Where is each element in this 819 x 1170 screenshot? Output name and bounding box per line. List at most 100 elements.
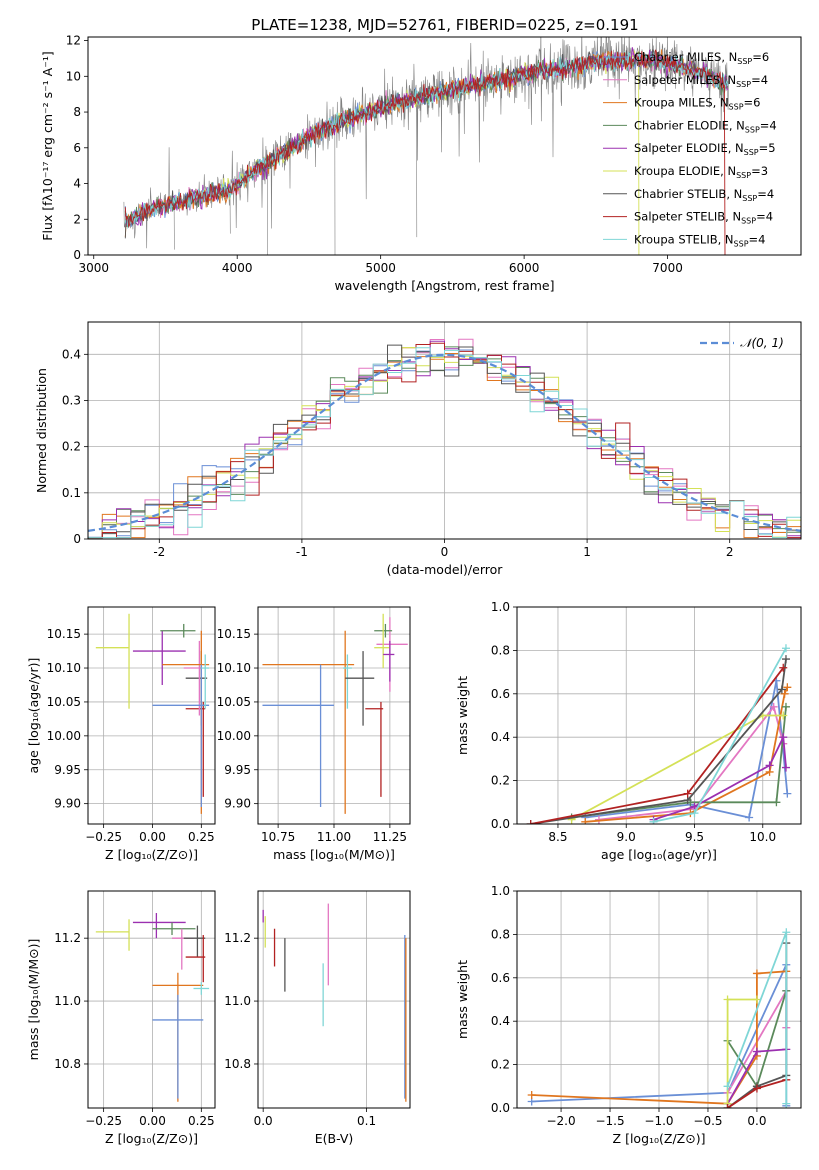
- legend-label: Chabrier STELIB, N: [634, 187, 742, 201]
- weight-marker-kroupa_stelib: [690, 809, 699, 818]
- weight-marker-kroupa_miles: [783, 683, 792, 692]
- legend-label: Chabrier MILES, N: [634, 50, 737, 64]
- x-tick-label: 9.0: [617, 830, 636, 844]
- weight-marker-kroupa_elodie: [723, 995, 732, 1004]
- x-tick-label: 5000: [365, 261, 396, 275]
- x-tick-label: 10.0: [749, 830, 776, 844]
- weight-marker-chabrier_elodie: [781, 702, 790, 711]
- y-tick-label: 0.3: [62, 393, 81, 407]
- y-tick-label: 10.15: [47, 627, 81, 641]
- weight-marker-kroupa_elodie: [779, 711, 788, 720]
- y-tick-label: 9.95: [54, 763, 81, 777]
- y-tick-label: 8: [73, 105, 81, 119]
- x-tick-label: 3000: [78, 261, 109, 275]
- x-tick-label: 0: [441, 545, 449, 559]
- x-axis-label: (data-model)/error: [387, 562, 504, 577]
- legend-sub: SSP: [741, 217, 756, 226]
- y-tick-label: 0.6: [491, 687, 510, 701]
- y-tick-label: 0.1: [62, 486, 81, 500]
- x-axis-label: mass [log₁₀(M/M⊙)]: [273, 847, 395, 862]
- y-tick-label: 10.10: [47, 661, 81, 675]
- y-tick-label: 2: [73, 212, 81, 226]
- y-tick-label: 9.90: [54, 797, 81, 811]
- x-tick-label: 11.00: [317, 830, 351, 844]
- y-tick-label: 0.4: [491, 730, 510, 744]
- legend-entry: Chabrier ELODIE, NSSP=4: [634, 118, 777, 134]
- x-tick-label: 7000: [652, 261, 683, 275]
- legend-tail: =4: [756, 210, 773, 224]
- y-axis-label: Normed distribution: [34, 368, 49, 493]
- weight-marker-kroupa_miles: [527, 1090, 536, 1099]
- weight-marker-kroupa_miles: [581, 817, 590, 824]
- legend-tail: =4: [757, 187, 774, 201]
- legend-tail: =3: [751, 164, 768, 178]
- model-spectrum-kroupa_elodie: [179, 50, 640, 255]
- plot-frame: [516, 606, 802, 825]
- plot-area: [262, 903, 407, 1102]
- x-tick-label: −1.0: [644, 1114, 673, 1128]
- legend-tail: =4: [760, 118, 777, 132]
- y-tick-label: 0: [73, 532, 81, 546]
- plot-area: [88, 338, 801, 539]
- x-axis-label: Z [log₁₀(Z/Z⊙)]: [105, 1131, 198, 1146]
- y-axis-label: age [log₁₀(age/yr)]: [26, 658, 41, 774]
- panel-age_vs_Z: −0.25 0.00 0.25 9.90 9.95 10.00 10.05 10.10 10.1…: [26, 606, 216, 862]
- plot-area: [527, 928, 791, 1108]
- y-tick-label: 4: [73, 177, 81, 191]
- y-tick-label: 10.15: [217, 627, 251, 641]
- x-tick-label: 8.5: [548, 830, 567, 844]
- y-axis-label: mass weight: [455, 960, 470, 1039]
- y-tick-label: 0.4: [62, 347, 81, 361]
- x-axis-label: age [log₁₀(age/yr)]: [601, 847, 717, 862]
- legend-sub: SSP: [736, 171, 751, 180]
- x-tick-label: 6000: [509, 261, 540, 275]
- y-tick-label: 11.2: [54, 931, 81, 945]
- legend-sub: SSP: [737, 57, 752, 66]
- weight-marker-salpeter_stelib: [683, 789, 692, 798]
- plot-area: [95, 913, 210, 1102]
- x-axis-label: Z [log₁₀(Z/Z⊙)]: [613, 1131, 706, 1146]
- x-axis-label: wavelength [Angstrom, rest frame]: [334, 278, 554, 293]
- y-tick-label: 11.2: [224, 931, 251, 945]
- legend-tail: =4: [749, 232, 766, 246]
- legend-label: Salpeter MILES, N: [634, 73, 736, 87]
- weight-marker-kroupa_miles: [752, 969, 761, 978]
- legend-sub: SSP: [729, 103, 744, 112]
- y-tick-label: 0.6: [491, 971, 510, 985]
- plot-frame: [257, 890, 411, 1109]
- panel-mass_vs_Z: −0.25 0.00 0.25 10.8 11.0 11.2 Z [log₁₀(Z/Z⊙)]…: [26, 890, 216, 1146]
- x-tick-label: −0.5: [693, 1114, 722, 1128]
- y-axis-label: mass [log₁₀(M/M⊙)]: [26, 939, 41, 1061]
- x-tick-label: 11.25: [373, 830, 407, 844]
- panel-mass_weight_vs_age: 8.5 9.0 9.5 10.0 0.0 0.2 0.4 0.6 0.8 1.0 age [log₁…: [455, 600, 802, 862]
- legend-tail: =5: [759, 141, 776, 155]
- y-tick-label: 10.05: [47, 695, 81, 709]
- x-tick-label: 0.0: [747, 1114, 766, 1128]
- weight-marker-chabrier_stelib: [781, 655, 790, 664]
- weight-marker-chabrier_miles: [783, 789, 792, 798]
- y-tick-label: 1.0: [491, 884, 510, 898]
- y-tick-label: 12: [66, 34, 81, 48]
- legend-sub: SSP: [734, 239, 749, 248]
- y-tick-label: 0.8: [491, 927, 510, 941]
- legend-entry: Chabrier MILES, NSSP=6: [634, 50, 769, 66]
- legend-entry: Chabrier STELIB, NSSP=4: [634, 187, 774, 203]
- plot-area: [95, 613, 210, 814]
- y-axis-label: Flux [fλ10⁻¹⁷ erg cm⁻² s⁻¹ A⁻¹]: [40, 51, 55, 240]
- weight-marker-kroupa_stelib: [782, 1099, 791, 1108]
- weight-marker-kroupa_stelib: [649, 817, 658, 824]
- x-tick-label: 4000: [222, 261, 253, 275]
- weight-marker-salpeter_stelib: [752, 1084, 761, 1093]
- legend-tail: =4: [751, 73, 768, 87]
- legend-entry: Salpeter ELODIE, NSSP=5: [634, 141, 776, 157]
- weight-marker-chabrier_stelib: [777, 685, 786, 694]
- y-tick-label: 0.2: [491, 774, 510, 788]
- panel-mass_vs_ebv: 0.0 0.1 10.8 11.0 11.2 E(B-V): [224, 890, 411, 1146]
- panel-residuals: 𝒩(0, 1) -2 -1 0 1 2 0 0.1 0.2 0.3 0.4 (data-model)/…: [34, 321, 802, 577]
- y-tick-label: 6: [73, 141, 81, 155]
- weight-line-chabrier_stelib: [530, 658, 787, 824]
- plot-frame: [87, 36, 802, 256]
- legend-label: Kroupa STELIB, N: [634, 232, 734, 246]
- weight-marker-salpeter_stelib: [779, 663, 788, 672]
- weight-line-salpeter_stelib: [530, 667, 785, 824]
